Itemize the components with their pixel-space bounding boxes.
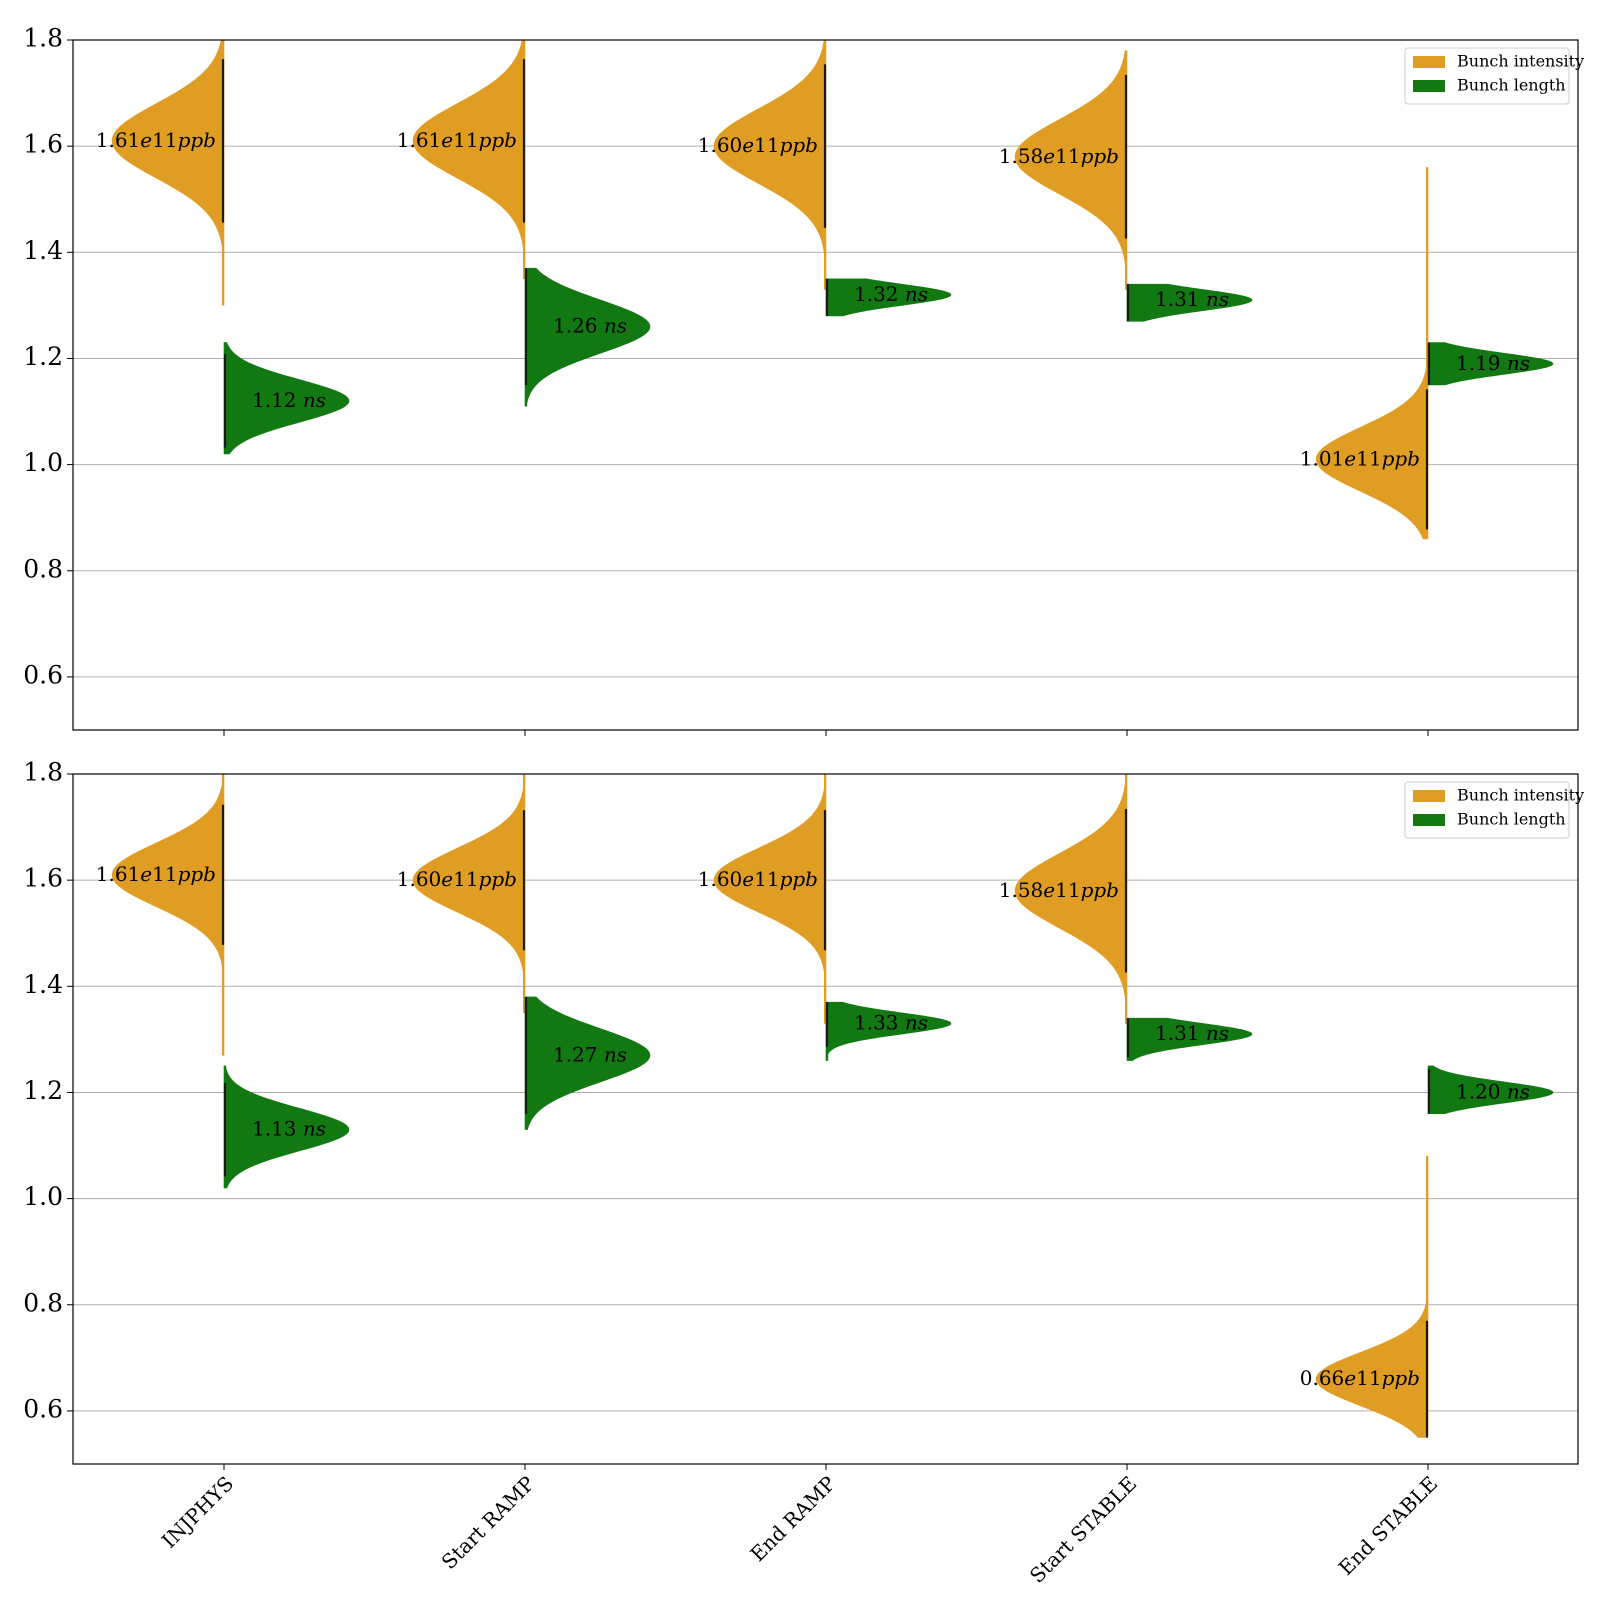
intensity-violin-4 <box>1315 167 1429 540</box>
length-violin-3 <box>1126 1017 1253 1061</box>
median-label-length: 1.32 ns <box>854 281 928 305</box>
median-label-length: 1.31 ns <box>1155 287 1229 311</box>
y-tick-label: 1.8 <box>23 758 63 787</box>
x-category-labels: INJPHYS Start RAMP End RAMP Start STABLE End… <box>157 1471 1442 1587</box>
median-label-intensity: 1.58e11ppb <box>999 877 1119 901</box>
series-bunch-length: 1.13 ns 1.27 ns 1.33 ns 1.31 ns 1.20 ns <box>223 996 1554 1189</box>
y-tick-label: 1.0 <box>23 1182 63 1211</box>
length-violin-1 <box>524 996 651 1130</box>
y-axis: 0.6 0.8 1.0 1.2 1.4 1.6 1.8 <box>23 758 73 1423</box>
x-category-label: Start STABLE <box>1025 1471 1141 1587</box>
bottom-panel: 0.6 0.8 1.0 1.2 1.4 1.6 1.8 1.61e11ppb 1.60e11pp… <box>23 758 1584 1470</box>
median-label-length: 1.31 ns <box>1155 1021 1229 1045</box>
intensity-violin-1 <box>412 773 526 1014</box>
y-axis: 0.6 0.8 1.0 1.2 1.4 1.6 1.8 <box>23 24 73 689</box>
x-category-label: End STABLE <box>1334 1471 1443 1580</box>
legend: Bunch intensity Bunch length <box>1404 781 1584 839</box>
top-panel: 0.60.81.01.21.41.61.81.61e11ppb 1.61e11pp… <box>23 24 1584 736</box>
intensity-violin-4 <box>1315 1155 1429 1438</box>
length-violin-0 <box>223 1065 350 1189</box>
series-bunch-length: 1.12 ns 1.26 ns 1.32 ns 1.31 ns 1.19 ns <box>223 267 1554 455</box>
series-bunch-intensity: 1.61e11ppb 1.61e11ppb 1.60e11ppb 1.58e11ppb… <box>96 39 1429 540</box>
y-tick-label: 1.0 <box>23 448 63 477</box>
legend-swatch-intensity <box>1413 56 1445 68</box>
axes-frame <box>72 39 1579 731</box>
intensity-violin-3 <box>1014 773 1128 1024</box>
median-label-intensity: 1.60e11ppb <box>698 867 818 891</box>
median-label-length: 1.26 ns <box>553 313 627 337</box>
series-bunch-intensity: 1.61e11ppb 1.60e11ppb 1.60e11ppb 1.58e11ppb… <box>96 773 1429 1438</box>
y-tick-label: 0.8 <box>23 1288 63 1317</box>
median-label-length: 1.20 ns <box>1456 1079 1530 1103</box>
legend-label-intensity: Bunch intensity <box>1457 52 1584 71</box>
legend-label-length: Bunch length <box>1457 810 1566 829</box>
y-tick-label: 0.6 <box>23 1394 63 1423</box>
length-violin-2 <box>825 278 952 317</box>
median-label-length: 1.13 ns <box>252 1116 326 1140</box>
intensity-violin-2 <box>713 39 827 290</box>
median-label-length: 1.12 ns <box>252 387 326 411</box>
median-label-length: 1.27 ns <box>553 1042 627 1066</box>
y-tick-label: 1.6 <box>23 864 63 893</box>
axes-frame <box>72 773 1579 1465</box>
y-tick-label: 1.2 <box>23 342 63 371</box>
median-label-intensity: 1.60e11ppb <box>698 133 818 157</box>
y-tick-label: 0.6 <box>23 660 63 689</box>
y-tick-label: 1.8 <box>23 24 63 53</box>
median-label-length: 1.33 ns <box>854 1010 928 1034</box>
length-violin-3 <box>1126 283 1253 322</box>
median-label-intensity: 1.01e11ppb <box>1300 446 1420 470</box>
x-category-label: Start RAMP <box>437 1471 540 1574</box>
intensity-violin-1 <box>412 39 526 280</box>
intensity-violin-0 <box>111 773 225 1056</box>
y-tick-label: 1.2 <box>23 1076 63 1105</box>
median-label-intensity: 0.66e11ppb <box>1300 1366 1420 1390</box>
y-tick-label: 1.6 <box>23 130 63 159</box>
median-label-intensity: 1.60e11ppb <box>397 867 517 891</box>
y-tick-label: 1.4 <box>23 970 63 999</box>
median-label-length: 1.19 ns <box>1456 350 1530 374</box>
median-label-intensity: 1.58e11ppb <box>999 143 1119 167</box>
y-tick-label: 1.4 <box>23 236 63 265</box>
length-violin-4 <box>1427 342 1554 386</box>
length-violin-0 <box>223 342 350 455</box>
legend-swatch-length <box>1413 814 1445 826</box>
x-category-label: INJPHYS <box>157 1471 238 1552</box>
length-violin-4 <box>1427 1065 1554 1114</box>
y-tick-label: 0.8 <box>23 554 63 583</box>
intensity-violin-3 <box>1014 50 1128 290</box>
median-label-intensity: 1.61e11ppb <box>397 127 517 151</box>
intensity-violin-0 <box>111 39 225 306</box>
legend: Bunch intensity Bunch length <box>1404 47 1584 105</box>
median-label-intensity: 1.61e11ppb <box>96 861 216 885</box>
legend-box <box>1404 47 1570 105</box>
x-category-label: End RAMP <box>745 1471 840 1566</box>
intensity-violin-2 <box>713 773 827 1024</box>
length-violin-1 <box>524 267 651 407</box>
legend-label-intensity: Bunch intensity <box>1457 786 1584 805</box>
legend-label-length: Bunch length <box>1457 76 1566 95</box>
legend-box <box>1404 781 1570 839</box>
median-label-intensity: 1.61e11ppb <box>96 127 216 151</box>
legend-swatch-length <box>1413 80 1445 92</box>
length-violin-2 <box>825 1001 952 1061</box>
legend-swatch-intensity <box>1413 790 1445 802</box>
